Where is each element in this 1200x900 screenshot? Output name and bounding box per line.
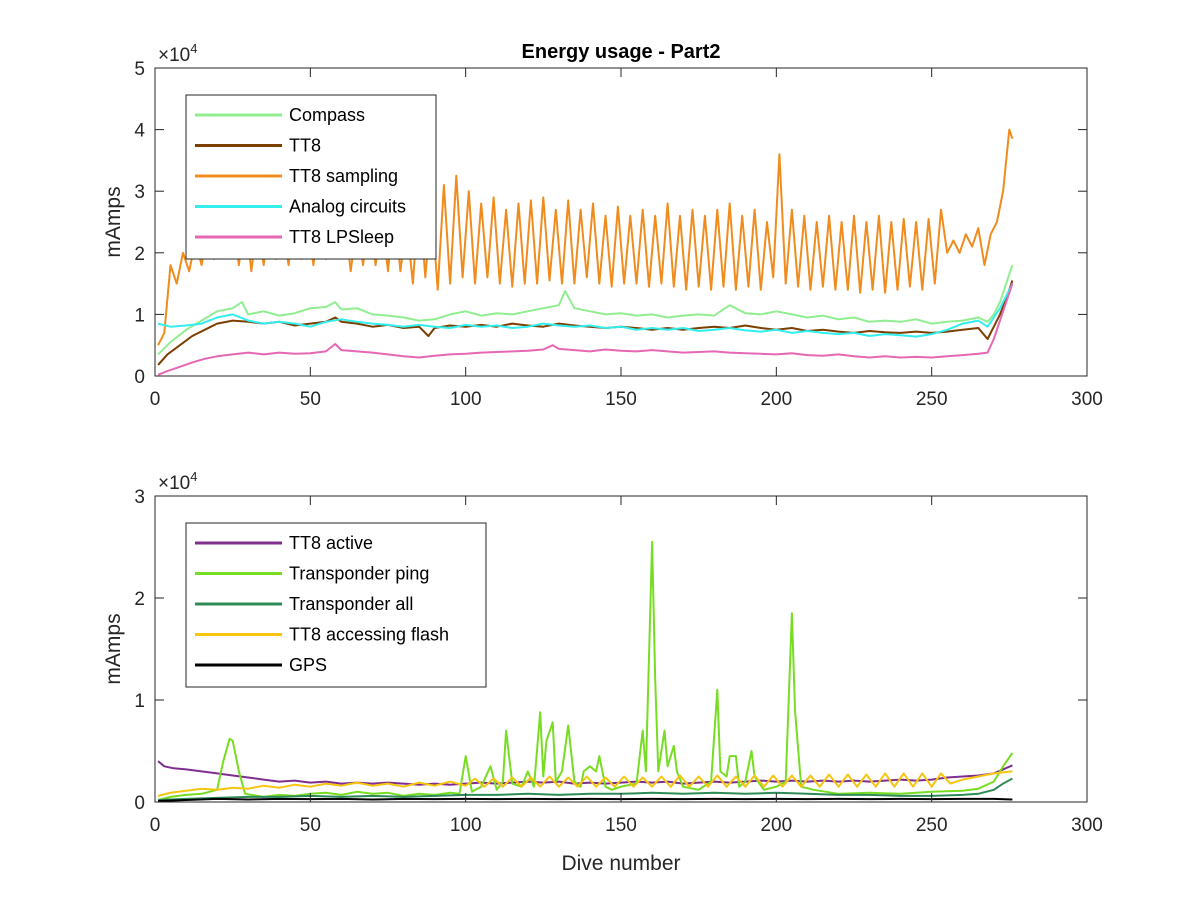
x-tick-label: 300 [1071,815,1103,836]
y-tick-label: 4 [134,121,145,142]
x-tick-label: 0 [150,815,161,836]
series-line-gps [158,797,1013,802]
x-tick-label: 150 [605,815,637,836]
ticks-layer-bottom: 0 50 100 150 200 250 300 0 1 2 3 [134,487,1102,836]
legend-bottom: TT8 active Transponder ping Transponder al… [185,522,487,688]
x-tick-label: 300 [1071,389,1103,410]
x-tick-label: 150 [605,389,637,410]
exponent-label-bottom: ×104 [158,469,197,494]
legend-label-transponder-all: Transponder all [289,594,413,614]
legend-label-transponder-ping: Transponder ping [289,564,429,584]
y-axis-label-bottom: mAmps [102,613,125,684]
legend-label-tt8-lpsleep: TT8 LPSleep [289,227,394,247]
x-tick-label: 50 [300,815,321,836]
y-tick-label: 5 [134,59,145,80]
x-tick-label: 250 [916,815,948,836]
y-tick-label: 0 [134,793,145,814]
series-line-tt8-accessing-flash [157,770,1013,797]
legend-label-compass: Compass [289,105,365,125]
y-tick-label: 2 [134,589,145,610]
legend-top: Compass TT8 TT8 sampling Analog circuits TT8… [185,94,437,260]
x-axis-label-bottom: Dive number [561,852,680,875]
exponent-power-top: 4 [190,41,197,56]
legend-label-tt8: TT8 [289,136,321,156]
y-tick-label: 3 [134,182,145,203]
legend-label-tt8-sampling: TT8 sampling [289,166,398,186]
series-line-tt8-lpsleep [157,283,1014,376]
y-tick-label: 1 [134,305,145,326]
x-tick-label: 50 [300,389,321,410]
chart-top: 0 50 100 150 200 250 300 0 1 2 3 4 5 Energy usage - … [102,41,1103,410]
y-tick-label: 2 [134,244,145,265]
exponent-base-bottom: ×10 [158,473,190,494]
y-axis-label-top: mAmps [102,186,125,257]
exponent-power-bottom: 4 [190,469,197,484]
legend-label-analog-circuits: Analog circuits [289,197,406,217]
x-tick-label: 100 [450,389,482,410]
x-tick-label: 250 [916,389,948,410]
ticks-layer-top: 0 50 100 150 200 250 300 0 1 2 3 4 5 [134,59,1102,410]
y-tick-label: 0 [134,367,145,388]
chart-title: Energy usage - Part2 [522,41,721,63]
x-tick-label: 200 [760,389,792,410]
legend-label-tt8-active: TT8 active [289,533,373,553]
y-tick-label: 1 [134,691,145,712]
x-tick-label: 100 [450,815,482,836]
legend-label-tt8-accessing-flash: TT8 accessing flash [289,625,449,645]
series-layer-bottom [157,540,1014,802]
series-line-transponder-ping [157,540,1014,801]
legend-label-gps: GPS [289,655,327,675]
exponent-base-top: ×10 [158,45,190,66]
series-line-compass [157,264,1014,356]
y-tick-label: 3 [134,487,145,508]
x-tick-label: 0 [150,389,161,410]
x-tick-label: 200 [760,815,792,836]
chart-bottom: 0 50 100 150 200 250 300 0 1 2 3 Dive number mAmps… [102,469,1103,875]
series-line-analog-circuits [157,283,1014,338]
exponent-label-top: ×104 [158,41,197,66]
